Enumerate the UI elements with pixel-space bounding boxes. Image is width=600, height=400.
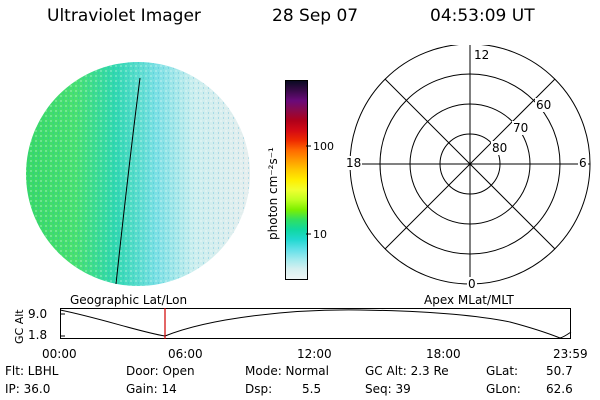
info-dsp-value: 5.5: [302, 382, 322, 396]
strip-xtick-0600: 06:00: [168, 347, 203, 361]
info-seq: Seq: 39: [365, 382, 411, 396]
strip-right-caption: Apex MLat/MLT: [424, 293, 514, 307]
strip-xtick-2359: 23:59: [553, 347, 588, 361]
colorbar-gradient: [286, 81, 307, 279]
strip-left-caption: Geographic Lat/Lon: [70, 293, 188, 307]
app-title: Ultraviolet Imager: [47, 6, 201, 26]
strip-xtick-1200: 12:00: [297, 347, 332, 361]
mlt-label-18: 18: [345, 156, 363, 170]
colorbar-ticks: [306, 145, 311, 235]
info-gcalt: GC Alt: 2.3 Re: [365, 364, 449, 378]
altitude-curve: [60, 309, 572, 339]
info-door: Door: Open: [126, 364, 195, 378]
strip-ytick-1.8: 1.8: [28, 328, 48, 342]
strip-ytick-9: 9.0: [28, 307, 48, 321]
polar-plot: [349, 45, 591, 285]
lat-label-80: 80: [491, 141, 509, 155]
info-glat-value: 50.7: [546, 364, 573, 378]
info-ip: IP: 36.0: [5, 382, 51, 396]
time-label: 04:53:09 UT: [430, 6, 535, 26]
colorbar-label: photon cm⁻²s⁻¹: [266, 147, 280, 240]
info-gain: Gain: 14: [126, 382, 177, 396]
lat-label-70: 70: [512, 121, 530, 135]
strip-ylabel: GC Alt: [13, 309, 26, 344]
strip-frame: [60, 308, 571, 339]
polar-diagonal-2: [384, 78, 556, 250]
strip-xtick-0000: 00:00: [42, 347, 77, 361]
earth-disk-texture: [26, 62, 250, 286]
mlt-label-12: 12: [473, 48, 491, 62]
colorbar: [285, 80, 308, 280]
mlt-label-6: 6: [578, 156, 588, 170]
date-label: 28 Sep 07: [272, 6, 359, 26]
strip-xtick-1800: 18:00: [426, 347, 461, 361]
colorbar-tick-100: 100: [313, 140, 334, 153]
colorbar-tick-10: 10: [313, 228, 327, 241]
info-flt: Flt: LBHL: [5, 364, 59, 378]
orbit-altitude-chart: [60, 308, 572, 339]
mlt-label-0: 0: [467, 277, 477, 291]
lat-label-60: 60: [535, 98, 553, 112]
terminator-line: [115, 77, 141, 285]
info-glat-label: GLat:: [486, 364, 519, 378]
info-glon-value: 62.6: [546, 382, 573, 396]
info-mode: Mode: Normal: [245, 364, 329, 378]
info-dsp-label: Dsp:: [245, 382, 273, 396]
info-glon-label: GLon:: [486, 382, 521, 396]
